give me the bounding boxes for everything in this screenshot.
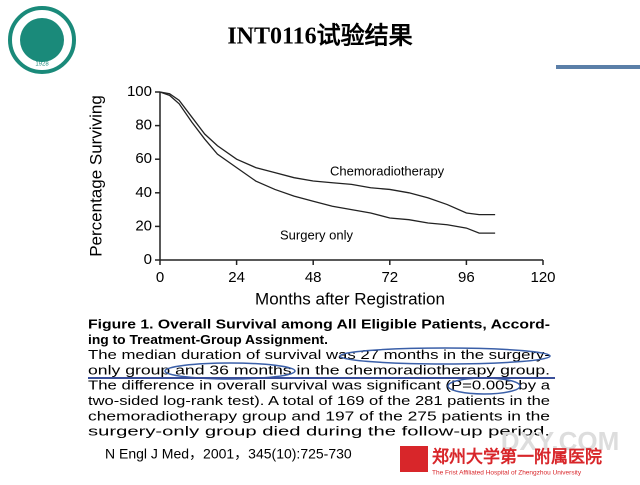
y-axis-title: Percentage Surviving: [86, 95, 105, 257]
plot: 0 20 40 60 80 100 0 24 48 72 96 120 Months after Reg…: [86, 83, 555, 309]
watermark: DXY.COM: [501, 426, 619, 456]
caption-line: two-sided log-rank test). A total of 169…: [88, 393, 550, 408]
y-tick-label: 60: [135, 150, 152, 167]
accent-bar: [556, 65, 640, 69]
caption-line: Figure 1. Overall Survival among All Eli…: [88, 316, 550, 331]
slide-title: INT0116试验结果: [227, 22, 412, 50]
hospital-icon: [400, 446, 428, 472]
caption-line: The median duration of survival was 27 m…: [88, 347, 550, 362]
y-tick-label: 100: [127, 83, 152, 100]
series-label: Chemoradiotherapy: [330, 163, 445, 178]
citation: N Engl J Med，2001，345(10):725-730: [105, 446, 352, 462]
y-tick-label: 40: [135, 184, 152, 201]
x-tick-label: 24: [228, 269, 245, 286]
hospital-name: 郑州大学第一附属医院: [432, 446, 602, 466]
x-tick-label: 48: [305, 269, 322, 286]
x-tick-label: 120: [530, 269, 555, 286]
x-tick-label: 0: [156, 269, 164, 286]
y-tick-label: 20: [135, 217, 152, 234]
survival-curve: [159, 91, 496, 234]
caption-line: ing to Treatment-Group Assignment.: [88, 332, 328, 347]
hospital-name-en: The Frist Affiliated Hospital of Zhengzh…: [432, 470, 582, 477]
x-tick-label: 72: [381, 269, 398, 286]
caption-line: The difference in overall survival was s…: [88, 378, 551, 393]
series-label: Surgery only: [280, 227, 353, 242]
logo-year: 1928: [35, 62, 49, 68]
caption-line: only group and 36 months in the chemorad…: [88, 362, 550, 377]
x-tick-label: 96: [458, 269, 475, 286]
caption-line: surgery-only group died during the follo…: [88, 424, 550, 439]
y-tick-label: 80: [135, 117, 152, 134]
logo-inner: [20, 18, 64, 62]
survival-curve: [159, 91, 496, 216]
caption-line: chemoradiotherapy group and 197 of the 2…: [88, 408, 550, 423]
x-axis-title: Months after Registration: [255, 289, 445, 308]
caption: Figure 1. Overall Survival among All Eli…: [88, 316, 551, 438]
y-tick-label: 0: [144, 251, 152, 268]
highlight: [339, 347, 551, 365]
